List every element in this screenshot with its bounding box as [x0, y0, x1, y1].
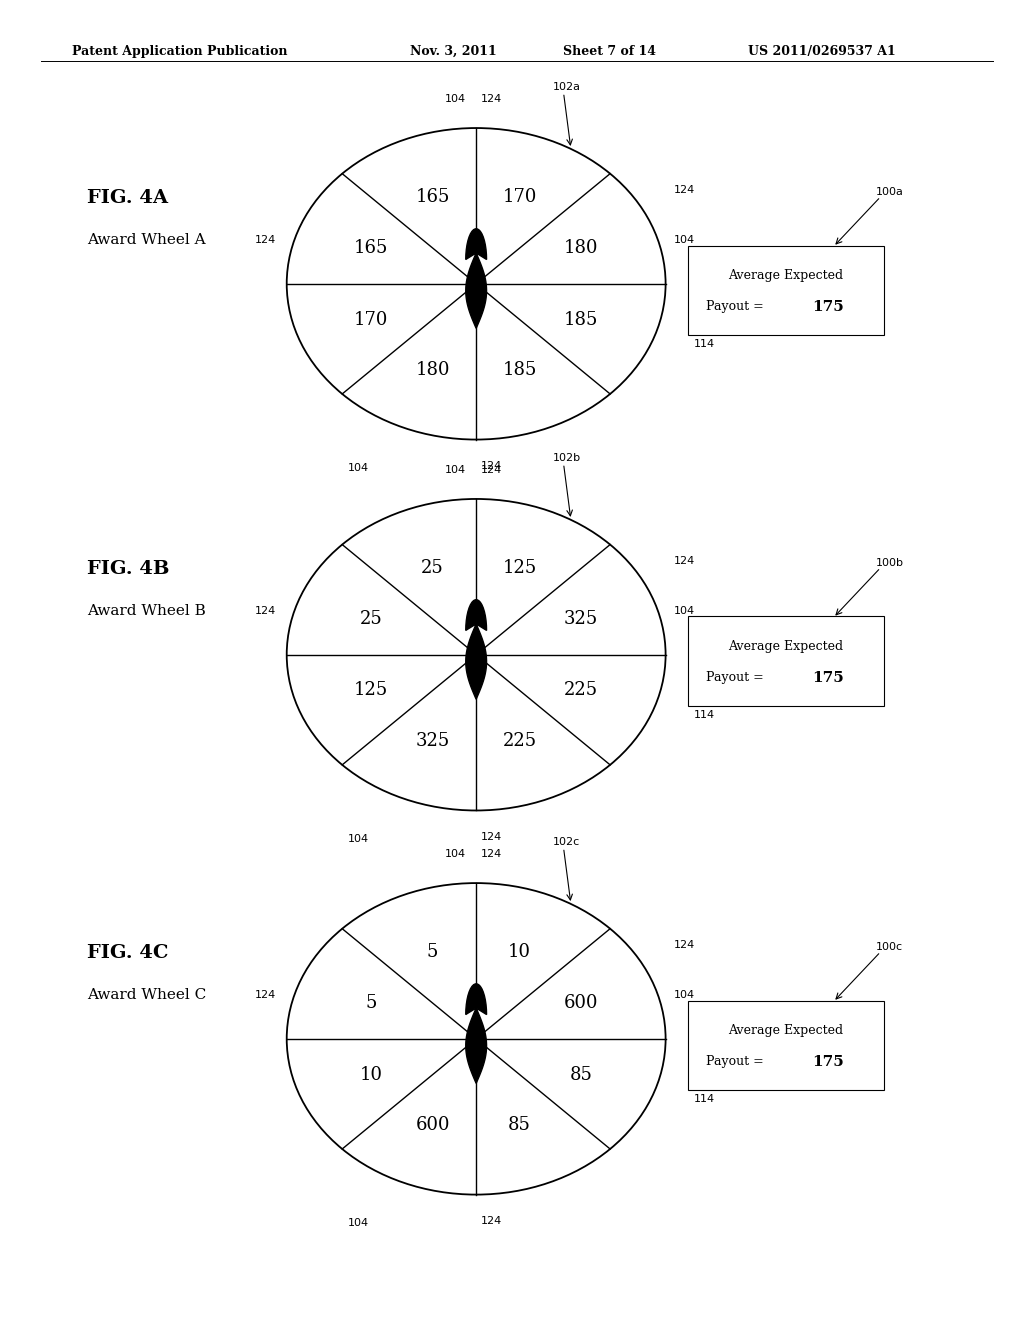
Text: FIG. 4A: FIG. 4A — [87, 189, 168, 207]
Text: 100a: 100a — [876, 186, 903, 197]
Text: 104: 104 — [444, 849, 466, 859]
Text: 185: 185 — [503, 362, 537, 379]
Text: FIG. 4C: FIG. 4C — [87, 944, 169, 962]
Text: Average Expected: Average Expected — [728, 269, 844, 282]
Text: 100b: 100b — [876, 557, 903, 568]
Text: 125: 125 — [503, 560, 537, 577]
Text: 25: 25 — [421, 560, 444, 577]
Text: 170: 170 — [354, 310, 388, 329]
Text: Award Wheel C: Award Wheel C — [87, 989, 206, 1002]
Text: 124: 124 — [674, 556, 695, 566]
Text: 165: 165 — [416, 189, 450, 206]
Text: Average Expected: Average Expected — [728, 1024, 844, 1038]
Text: 125: 125 — [354, 681, 388, 700]
Text: 124: 124 — [481, 849, 503, 859]
Text: Payout =: Payout = — [707, 300, 768, 313]
Text: Payout =: Payout = — [707, 671, 768, 684]
Text: Nov. 3, 2011: Nov. 3, 2011 — [410, 45, 497, 58]
Text: 170: 170 — [503, 189, 537, 206]
Text: 104: 104 — [674, 606, 695, 616]
Text: 124: 124 — [481, 94, 503, 104]
FancyBboxPatch shape — [688, 246, 884, 335]
Text: 10: 10 — [359, 1065, 383, 1084]
Text: 114: 114 — [694, 1094, 716, 1105]
Text: FIG. 4B: FIG. 4B — [87, 560, 170, 578]
Text: 104: 104 — [348, 834, 370, 845]
Text: 325: 325 — [564, 610, 598, 628]
Text: 124: 124 — [674, 940, 695, 950]
Text: 104: 104 — [348, 1218, 370, 1229]
Text: 85: 85 — [508, 1117, 531, 1134]
Text: 124: 124 — [255, 606, 276, 616]
Text: Average Expected: Average Expected — [728, 640, 844, 653]
Polygon shape — [466, 599, 486, 700]
Text: 104: 104 — [674, 235, 695, 246]
Text: 104: 104 — [444, 465, 466, 475]
Text: 225: 225 — [503, 733, 537, 750]
Text: Sheet 7 of 14: Sheet 7 of 14 — [563, 45, 656, 58]
Text: 175: 175 — [812, 300, 844, 314]
Text: 124: 124 — [481, 1216, 503, 1226]
Polygon shape — [466, 983, 486, 1084]
Text: 175: 175 — [812, 671, 844, 685]
Text: 175: 175 — [812, 1055, 844, 1069]
Text: 165: 165 — [354, 239, 388, 257]
Text: 114: 114 — [694, 339, 716, 350]
Text: 102c: 102c — [553, 837, 581, 847]
Text: 124: 124 — [481, 461, 503, 471]
Text: Award Wheel B: Award Wheel B — [87, 605, 206, 618]
Text: 124: 124 — [674, 185, 695, 195]
Text: 124: 124 — [481, 832, 503, 842]
FancyBboxPatch shape — [688, 616, 884, 706]
Text: 114: 114 — [694, 710, 716, 721]
Text: 225: 225 — [564, 681, 598, 700]
Text: Payout =: Payout = — [707, 1055, 768, 1068]
Text: 5: 5 — [427, 944, 438, 961]
Text: 104: 104 — [348, 463, 370, 474]
Polygon shape — [466, 228, 486, 329]
Text: US 2011/0269537 A1: US 2011/0269537 A1 — [748, 45, 895, 58]
Text: Award Wheel A: Award Wheel A — [87, 234, 206, 247]
Text: 25: 25 — [359, 610, 383, 628]
Text: 100c: 100c — [876, 941, 902, 952]
Text: 600: 600 — [416, 1117, 450, 1134]
Text: 325: 325 — [416, 733, 450, 750]
Text: Patent Application Publication: Patent Application Publication — [72, 45, 287, 58]
FancyBboxPatch shape — [688, 1001, 884, 1090]
Text: 124: 124 — [255, 990, 276, 1001]
Text: 102a: 102a — [553, 82, 582, 92]
Text: 10: 10 — [508, 944, 531, 961]
Text: 102b: 102b — [553, 453, 582, 463]
Text: 104: 104 — [674, 990, 695, 1001]
Text: 104: 104 — [444, 94, 466, 104]
Text: 124: 124 — [255, 235, 276, 246]
Text: 185: 185 — [564, 310, 598, 329]
Text: 5: 5 — [366, 994, 377, 1012]
Text: 180: 180 — [416, 362, 450, 379]
Text: 85: 85 — [569, 1065, 593, 1084]
Text: 180: 180 — [564, 239, 598, 257]
Text: 124: 124 — [481, 465, 503, 475]
Text: 600: 600 — [564, 994, 598, 1012]
